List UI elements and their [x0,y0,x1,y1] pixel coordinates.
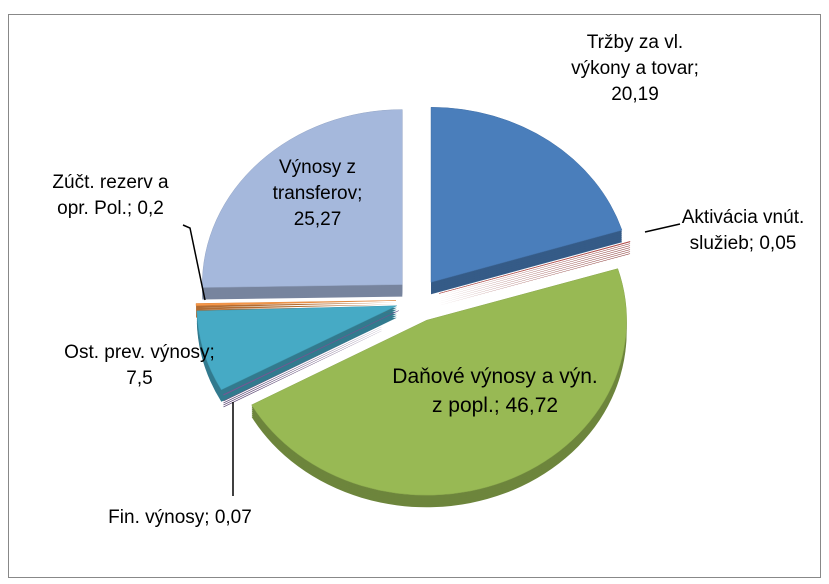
label-value: 0,2 [137,198,164,219]
label-separator: ; [204,507,210,528]
data-label: Fin. výnosy; 0,07 [100,505,260,531]
label-name: Výnosy z transferov [272,157,358,204]
slice-side [439,245,631,298]
leader-line [644,223,681,233]
label-name: Tržby za vl. výkony a tovar [571,32,694,79]
label-value: 25,27 [293,209,342,230]
data-label: Tržby za vl. výkony a tovar; 20,19 [560,30,710,108]
label-name: Daňové výnosy a výn. z popl. [392,365,598,417]
label-name: Zúčt. rezerv a opr. Pol. [52,172,169,219]
slice-side [439,247,631,300]
label-separator: ; [693,58,699,79]
slice-side [223,320,399,406]
label-name: Fin. výnosy [108,507,205,528]
label-value: 7,5 [126,368,153,389]
label-name: Ost. prev. výnosy [64,342,210,363]
label-value: 46,72 [505,394,559,417]
slice-side [439,251,631,304]
slice-side [439,243,631,296]
slice-side [223,318,399,404]
leader-line [182,224,206,301]
slice [251,268,627,496]
label-value: 0,07 [214,507,252,528]
data-label: Zúčt. rezerv a opr. Pol.; 0,2 [38,170,183,222]
slice [195,300,397,306]
label-value: 20,19 [611,84,659,105]
label-value: 0,05 [759,233,797,254]
slice-side [439,253,631,306]
data-label: Výnosy z transferov; 25,27 [250,155,385,233]
label-separator: ; [748,233,755,254]
data-label: Ost. prev. výnosy; 7,5 [62,340,217,392]
slice-side [223,322,399,408]
slice [202,109,403,288]
slice [438,241,631,294]
label-separator: ; [357,183,363,204]
label-separator: ; [493,394,500,417]
slice-side [439,249,631,302]
slice-side [196,304,397,310]
slice-side [196,302,397,308]
data-label: Aktivácia vnút. služieb; 0,05 [668,205,818,257]
slice [430,107,623,283]
data-label: Daňové výnosy a výn. z popl.; 46,72 [390,362,600,420]
label-separator: ; [209,342,215,363]
slice [222,310,399,396]
label-separator: ; [126,198,133,219]
label-name: Aktivácia vnút. služieb [681,207,805,254]
slice [196,305,397,391]
